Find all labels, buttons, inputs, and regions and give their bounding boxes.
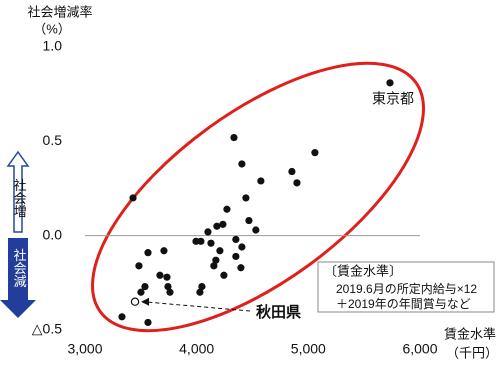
point [144, 249, 152, 257]
akita-arrow [142, 301, 251, 312]
note-line: 2019.6月の所定内給与×12 [336, 281, 477, 296]
y-axis-unit: （%） [33, 21, 71, 36]
note-box [317, 261, 495, 313]
point [232, 252, 240, 261]
point [137, 288, 145, 296]
note-line: ＋2019年の年間賞与など [336, 297, 471, 311]
point [230, 133, 238, 142]
point [197, 237, 205, 245]
x-tick-label: 6,000 [402, 341, 437, 357]
point [257, 177, 265, 185]
tokyo-label: 東京都 [372, 91, 414, 107]
point [163, 273, 171, 281]
highlight-ellipse [91, 61, 425, 333]
y-tick-label: 1.0 [43, 38, 63, 54]
point [129, 194, 137, 202]
point [245, 216, 253, 225]
point [242, 194, 250, 202]
highlight-point [130, 297, 140, 306]
akita-arrowhead [141, 297, 150, 306]
point [156, 271, 164, 279]
point [238, 160, 246, 168]
x-tick-label: 3,000 [67, 341, 102, 357]
x-tick-label: 4,000 [179, 341, 214, 357]
point [213, 222, 221, 230]
increase-label: 社会増 [12, 178, 27, 218]
point [144, 318, 152, 327]
y-tick-label: 0.0 [43, 226, 63, 242]
point [386, 79, 394, 87]
point [141, 283, 149, 291]
note-title: 〔賃金水準〕 [324, 263, 402, 278]
x-axis-unit: （千円） [446, 345, 497, 360]
point [219, 220, 227, 228]
point [311, 149, 319, 157]
decrease-arrow [0, 238, 36, 318]
point [166, 288, 174, 296]
point [204, 228, 212, 236]
point [164, 283, 172, 291]
y-tick-label: △0.5 [32, 321, 62, 337]
point [160, 247, 168, 255]
x-tick-label: 5,000 [291, 341, 326, 357]
point [220, 271, 228, 279]
point [118, 313, 126, 321]
point [216, 247, 224, 255]
point [212, 256, 220, 264]
point [252, 226, 260, 234]
decrease-label: 社会減 [12, 248, 27, 289]
point [207, 239, 215, 247]
x-axis-label: 賃金水準 [444, 326, 496, 341]
point [238, 243, 246, 251]
point [293, 179, 301, 187]
point [198, 283, 206, 291]
point [135, 262, 143, 270]
y-axis-label: 社会増減率 [27, 4, 92, 19]
point [196, 288, 204, 296]
point [232, 235, 240, 244]
point [210, 262, 218, 270]
akita-label: 秋田県 [256, 303, 301, 321]
point [223, 205, 231, 213]
point [237, 264, 245, 272]
y-tick-label: 0.5 [43, 132, 63, 148]
point [288, 167, 296, 176]
increase-arrow [6, 150, 30, 233]
